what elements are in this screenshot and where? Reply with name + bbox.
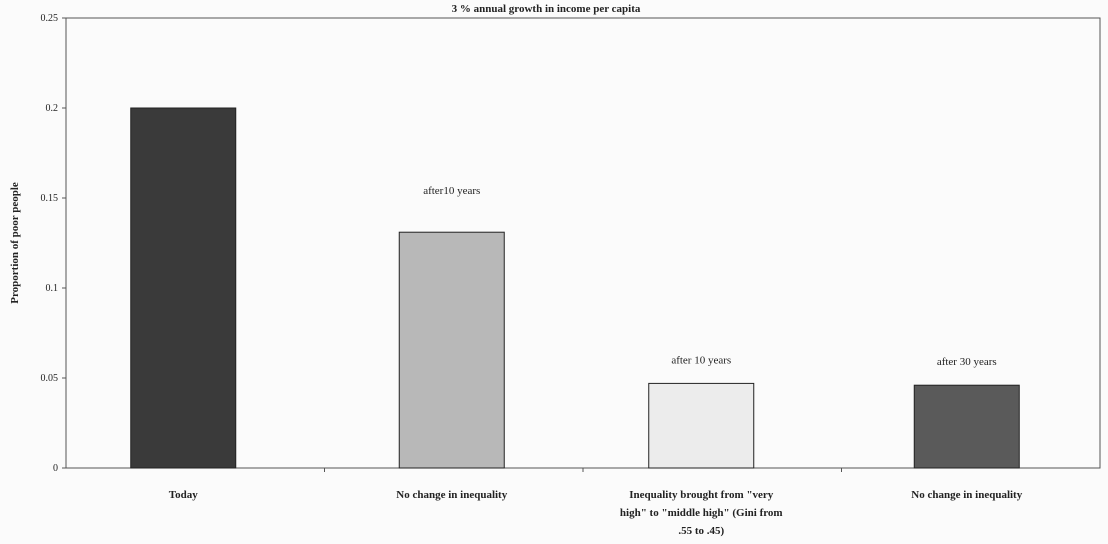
bar — [648, 382, 755, 469]
chart-title: 3 % annual growth in income per capita — [452, 3, 641, 15]
bar-annotation: after 10 years — [671, 354, 731, 366]
y-tick-label: 0.1 — [46, 283, 59, 294]
y-tick-label: 0.15 — [41, 193, 59, 204]
x-category-label: No change in inequality — [911, 489, 1022, 501]
bar-annotation: after10 years — [423, 185, 480, 197]
x-category-label: Inequality brought from "very — [629, 489, 774, 501]
y-tick-label: 0.2 — [46, 103, 59, 114]
x-category-label: .55 to .45) — [678, 525, 724, 537]
y-tick-label: 0.05 — [41, 373, 59, 384]
x-category-label: high" to "middle high" (Gini from — [620, 507, 783, 519]
y-tick-label: 0.25 — [41, 13, 59, 24]
x-category-label: Today — [169, 489, 198, 501]
y-axis-label: Proportion of poor people — [9, 182, 21, 304]
bar — [913, 384, 1020, 469]
x-category-label: No change in inequality — [396, 489, 507, 501]
y-tick-label: 0 — [53, 463, 58, 474]
bar — [130, 107, 237, 469]
bar — [398, 231, 505, 469]
bar-annotation: after 30 years — [937, 356, 997, 368]
